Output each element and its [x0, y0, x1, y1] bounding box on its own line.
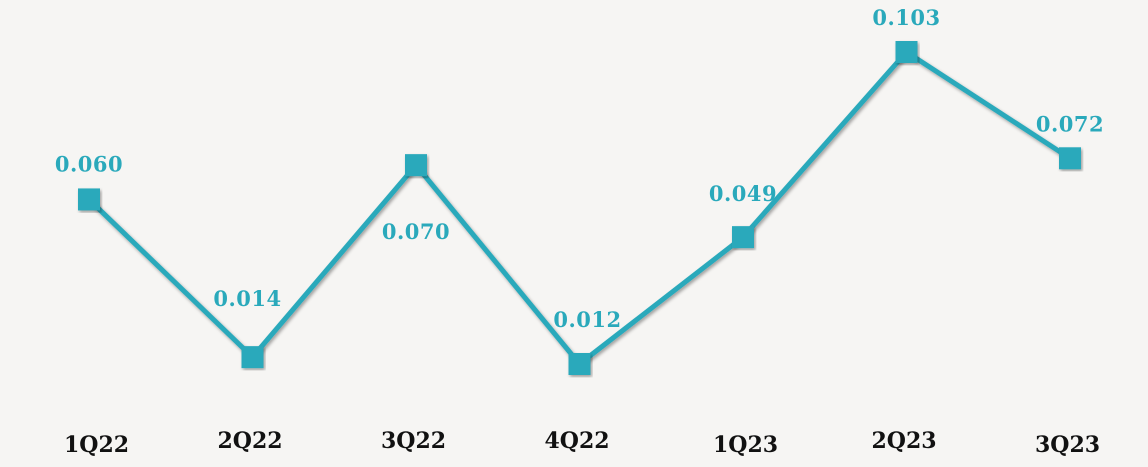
- data-label-4q22: 0.012: [553, 307, 621, 332]
- data-point-4q22: [568, 353, 591, 375]
- data-label-1q22: 0.060: [55, 151, 123, 176]
- data-point-3q22: [405, 154, 427, 177]
- data-label-1q23: 0.049: [709, 181, 777, 206]
- x-tick-3q22: 3Q22: [381, 428, 446, 454]
- data-point-2q23: [895, 41, 918, 63]
- data-label-3q22: 0.070: [382, 219, 450, 244]
- x-tick-4q22: 4Q22: [545, 428, 610, 454]
- data-point-1q22: [78, 188, 100, 211]
- x-axis-ticks: 1Q22 2Q22 3Q22 4Q22 1Q23 2Q23 3Q23: [64, 428, 1100, 458]
- data-point-2q22: [241, 346, 264, 369]
- x-tick-1q22: 1Q22: [64, 432, 129, 458]
- data-label-3q23: 0.072: [1036, 111, 1104, 136]
- data-label-2q23: 0.103: [872, 5, 940, 30]
- x-tick-3q23: 3Q23: [1035, 432, 1100, 458]
- x-tick-1q23: 1Q23: [713, 432, 778, 458]
- plot-area: [78, 41, 1081, 375]
- x-tick-2q22: 2Q22: [218, 428, 283, 454]
- x-tick-2q23: 2Q23: [872, 428, 937, 454]
- data-labels: 0.060 0.014 0.070 0.012 0.049 0.103 0.072: [55, 5, 1104, 332]
- data-point-3q23: [1059, 147, 1081, 170]
- data-label-2q22: 0.014: [213, 286, 281, 311]
- data-point-1q23: [732, 226, 754, 249]
